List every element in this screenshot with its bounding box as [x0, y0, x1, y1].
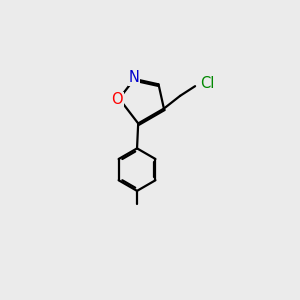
Text: Cl: Cl	[200, 76, 214, 92]
Text: N: N	[129, 70, 140, 85]
Text: O: O	[112, 92, 123, 107]
